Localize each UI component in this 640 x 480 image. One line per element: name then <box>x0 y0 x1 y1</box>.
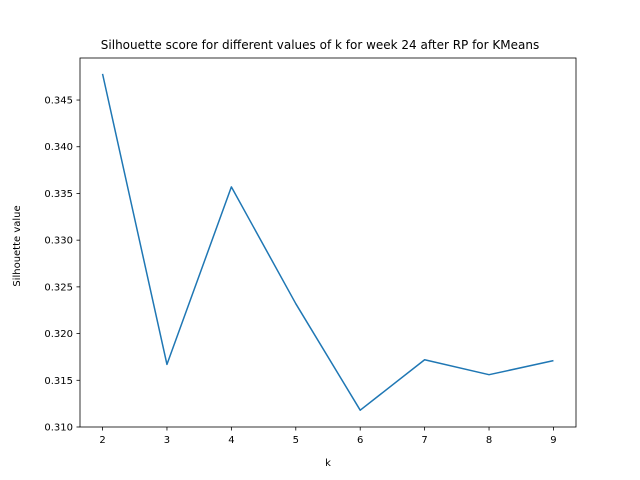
chart-title: Silhouette score for different values of… <box>101 38 539 52</box>
x-tick-label: 3 <box>164 435 170 446</box>
x-tick-label: 5 <box>293 435 299 446</box>
x-tick-label: 2 <box>99 435 105 446</box>
y-tick-label: 0.330 <box>44 236 73 247</box>
x-tick-label: 7 <box>421 435 427 446</box>
y-tick-label: 0.310 <box>44 423 73 434</box>
y-tick-label: 0.335 <box>44 189 73 200</box>
y-axis: 0.310 0.315 0.320 0.325 0.330 0.335 0.340 0.345 <box>44 96 80 434</box>
y-tick-label: 0.340 <box>44 142 73 153</box>
x-axis-label: k <box>325 458 331 469</box>
x-tick-label: 6 <box>357 435 363 446</box>
x-tick-label: 9 <box>550 435 556 446</box>
x-axis: 2 3 4 5 6 7 8 9 <box>99 427 557 446</box>
y-tick-label: 0.345 <box>44 96 73 107</box>
plot-area <box>79 57 577 428</box>
y-axis-label: Silhouette value <box>12 205 23 286</box>
axes-frame <box>79 57 577 428</box>
series-line <box>101 73 554 411</box>
y-tick-label: 0.320 <box>44 329 73 340</box>
x-tick-label: 4 <box>228 435 234 446</box>
y-tick-label: 0.325 <box>44 282 73 293</box>
x-tick-label: 8 <box>486 435 492 446</box>
y-tick-label: 0.315 <box>44 376 73 387</box>
